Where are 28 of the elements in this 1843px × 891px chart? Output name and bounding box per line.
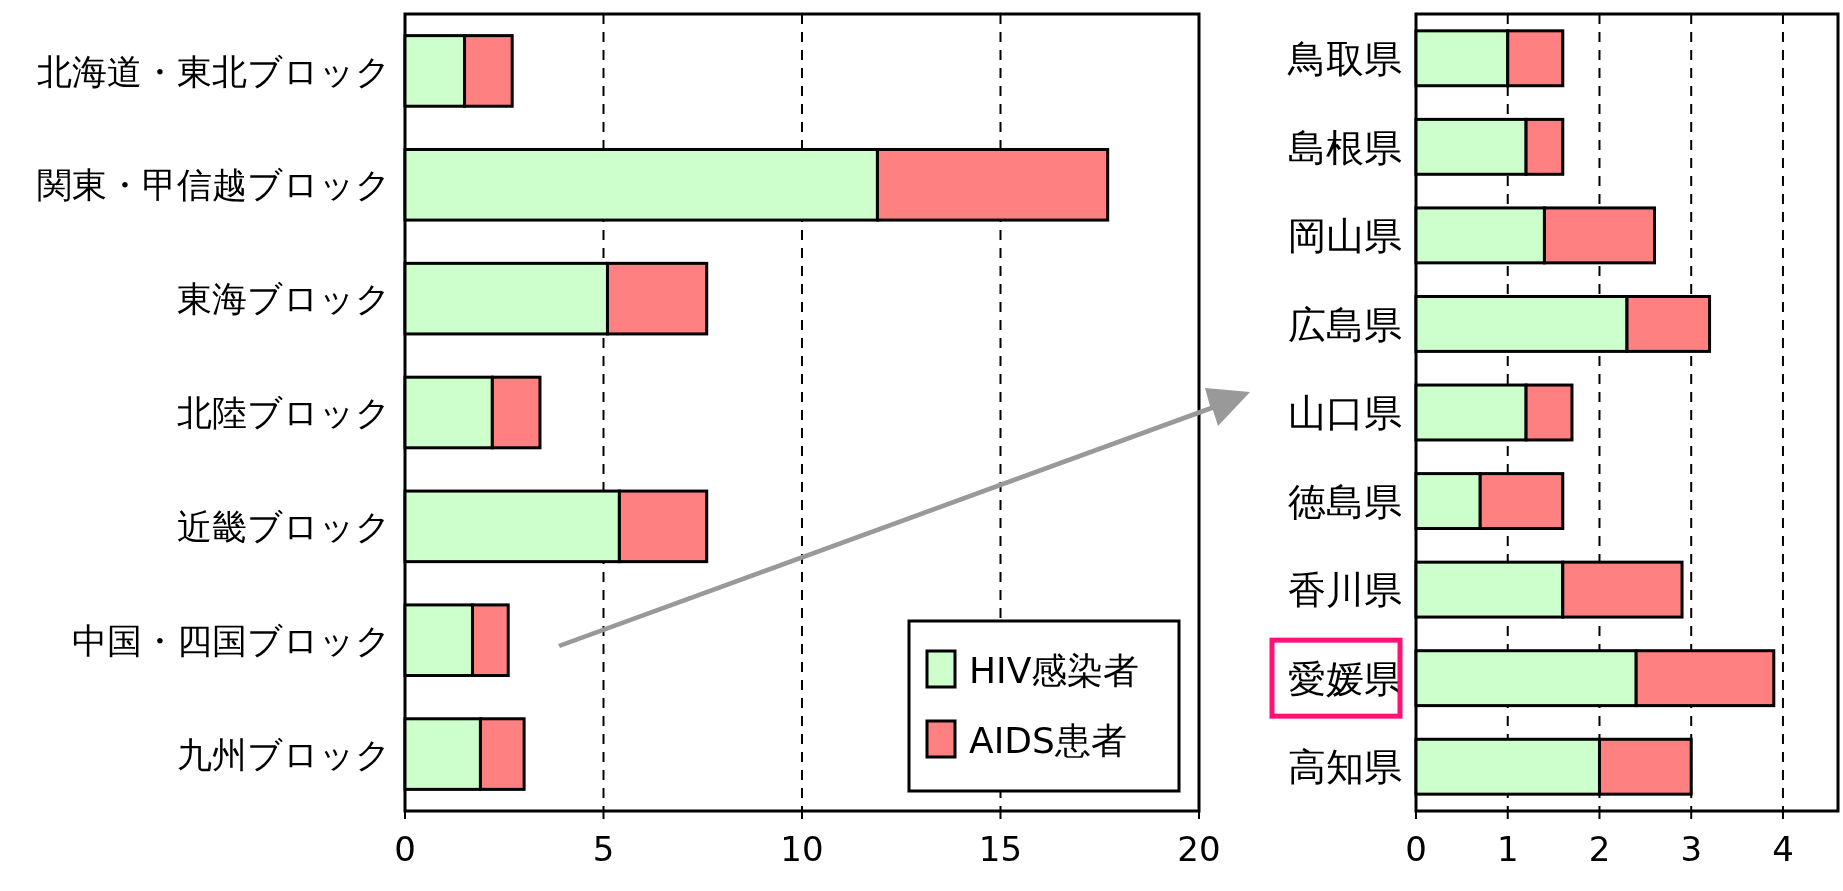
y-tick-label: 島根県 — [1288, 125, 1402, 170]
y-tick-label: 香川県 — [1288, 568, 1402, 613]
x-tick-label: 5 — [592, 829, 615, 869]
y-tick-label: 北陸ブロック — [177, 393, 391, 434]
y-tick-label: 山口県 — [1288, 391, 1402, 436]
x-tick-label: 1 — [1496, 829, 1519, 869]
legend-label: AIDS患者 — [969, 720, 1127, 761]
y-tick-label: 関東・甲信越ブロック — [37, 165, 391, 206]
legend-label: HIV感染者 — [969, 650, 1140, 691]
y-tick-label: 九州ブロック — [177, 734, 391, 775]
y-tick-label: 中国・四国ブロック — [72, 620, 391, 661]
x-tick-label: 0 — [1405, 829, 1427, 869]
y-tick-label: 岡山県 — [1288, 214, 1402, 259]
x-tick-label: 15 — [978, 829, 1023, 869]
y-tick-label: 北海道・東北ブロック — [37, 51, 391, 92]
y-tick-label: 広島県 — [1288, 302, 1402, 347]
y-tick-label: 近畿ブロック — [177, 506, 391, 547]
y-tick-label: 愛媛県 — [1288, 656, 1402, 701]
x-tick-label: 3 — [1680, 829, 1703, 869]
y-tick-label: 高知県 — [1288, 745, 1402, 790]
x-tick-label: 10 — [780, 829, 824, 869]
x-tick-label: 20 — [1177, 829, 1221, 869]
y-tick-label: 東海ブロック — [177, 279, 391, 320]
x-tick-label: 4 — [1772, 829, 1794, 869]
y-tick-label: 徳島県 — [1288, 479, 1402, 524]
x-tick-label: 2 — [1588, 829, 1611, 869]
y-tick-label: 鳥取県 — [1287, 36, 1402, 81]
x-tick-label: 0 — [394, 829, 416, 869]
